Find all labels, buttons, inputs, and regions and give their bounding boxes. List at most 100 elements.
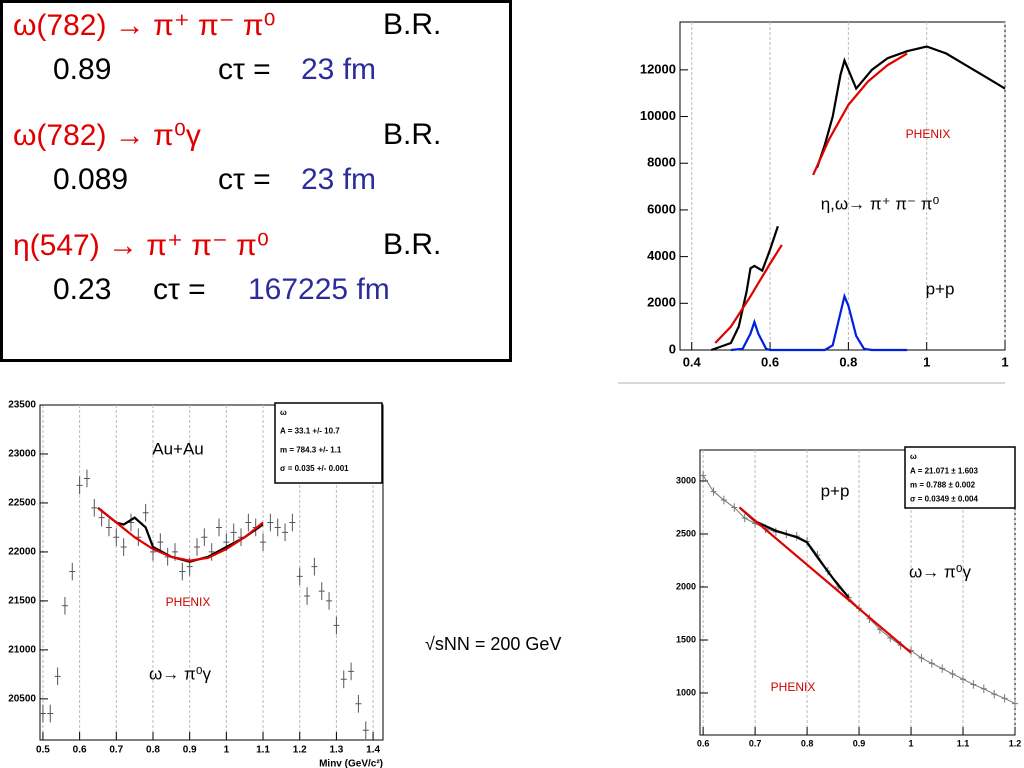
error-bar (340, 670, 347, 689)
error-bar (326, 592, 333, 610)
error-bar (230, 523, 237, 542)
stats-line: m = 0.788 ± 0.002 (910, 480, 976, 489)
process: ω(782) → π⁺ π⁻ π⁰ (13, 9, 276, 42)
br-label: B.R. (383, 118, 442, 151)
annotation: PHENIX (166, 595, 211, 609)
error-bar (333, 616, 340, 635)
error-bar (282, 523, 289, 542)
error-bar (208, 543, 215, 561)
br-label: B.R. (383, 8, 442, 41)
error-bar (127, 513, 134, 532)
x-tick-label: 0.6 (697, 738, 710, 748)
br: 0.23 (53, 273, 112, 306)
error-bar (245, 513, 252, 532)
error-bar (113, 528, 120, 547)
error-bar (362, 721, 369, 740)
x-tick-label: 1.4 (366, 745, 380, 756)
br: 0.089 (53, 163, 129, 196)
br: 0.89 (53, 53, 112, 86)
error-bar (54, 667, 61, 686)
error-bar (949, 669, 956, 679)
y-tick-label: 21500 (8, 596, 36, 607)
series-line (710, 45, 1006, 352)
error-bar (289, 513, 296, 532)
series-line (738, 506, 912, 654)
series-line (702, 475, 1016, 705)
error-bar (216, 518, 223, 537)
error-bar (76, 476, 83, 495)
error-bar (970, 680, 977, 689)
y-tick-label: 2000 (647, 295, 676, 310)
annotation: Au+Au (152, 439, 204, 458)
x-tick-label: 1 (1001, 354, 1008, 369)
stats-box (274, 402, 383, 484)
x-tick-label: 1 (909, 738, 914, 748)
y-tick-label: 22000 (8, 547, 36, 558)
error-bar (296, 567, 303, 586)
error-bar (267, 513, 274, 532)
x-tick-label: 0.6 (761, 354, 779, 369)
y-tick-label: 2500 (676, 528, 696, 538)
x-tick-label: 0.7 (109, 745, 123, 756)
y-tick-label: 4000 (647, 248, 676, 263)
annotation: p+p (926, 279, 955, 298)
error-bar (260, 533, 267, 551)
error-bar (980, 684, 987, 694)
y-tick-label: 10000 (640, 108, 676, 123)
ctau-label: cτ = (218, 53, 280, 86)
stats-line: σ = 0.0349 ± 0.004 (910, 495, 978, 504)
plot-frame (39, 404, 384, 741)
stats-line: m = 784.3 +/- 1.1 (280, 445, 342, 454)
error-bar (120, 538, 127, 556)
ctau-label: cτ = (218, 163, 280, 196)
error-bar (61, 596, 68, 615)
error-bar (1012, 699, 1018, 708)
ctau-label: cτ = (153, 273, 215, 306)
x-tick-label: 0.8 (801, 738, 814, 748)
energy-label: √sNN = 200 GeV (425, 634, 562, 654)
stats-line: A = 33.1 +/- 10.7 (280, 427, 340, 436)
plot-frame (679, 21, 1006, 351)
error-bar (83, 469, 90, 488)
error-bar (918, 653, 925, 663)
error-bar (731, 503, 738, 512)
y-tick-label: 0 (669, 341, 676, 356)
y-tick-label: 22500 (8, 498, 36, 509)
error-bar (274, 518, 281, 537)
error-bar (194, 538, 201, 556)
x-tick-label: 1 (923, 354, 930, 369)
stats-line: ω (910, 452, 917, 461)
annotation: ω→ π⁰γ (149, 664, 212, 683)
process: η(547) → π⁺ π⁻ π⁰ (13, 229, 269, 262)
stats-line: σ = 0.035 +/- 0.001 (280, 464, 349, 473)
br-label: B.R. (383, 228, 442, 261)
error-bar (105, 518, 112, 537)
series-line (714, 52, 908, 344)
x-tick-label: 1.1 (256, 745, 270, 756)
error-bar (201, 528, 208, 547)
error-bar (157, 533, 164, 551)
x-tick-label: 0.8 (146, 745, 160, 756)
ctau: 23 fm (301, 53, 377, 86)
series-line (97, 506, 264, 562)
series-line (97, 506, 264, 563)
error-bar (939, 664, 946, 673)
error-bar (720, 495, 727, 505)
x-tick-label: 0.6 (73, 745, 87, 756)
error-bar (304, 587, 311, 605)
x-tick-label: 1.2 (293, 745, 307, 756)
x-axis-label: Minv (GeV/c²) (319, 759, 383, 768)
error-bar (39, 704, 46, 723)
error-bar (741, 513, 748, 523)
error-bar (142, 503, 149, 522)
error-bar (700, 471, 707, 480)
x-tick-label: 1.1 (957, 738, 970, 748)
stats-line: A = 21.071 ± 1.603 (910, 466, 978, 475)
y-tick-label: 3000 (676, 475, 696, 485)
series-line (730, 292, 908, 352)
y-tick-label: 8000 (647, 155, 676, 170)
annotation: PHENIX (771, 680, 816, 694)
x-tick-label: 0.9 (183, 745, 197, 756)
